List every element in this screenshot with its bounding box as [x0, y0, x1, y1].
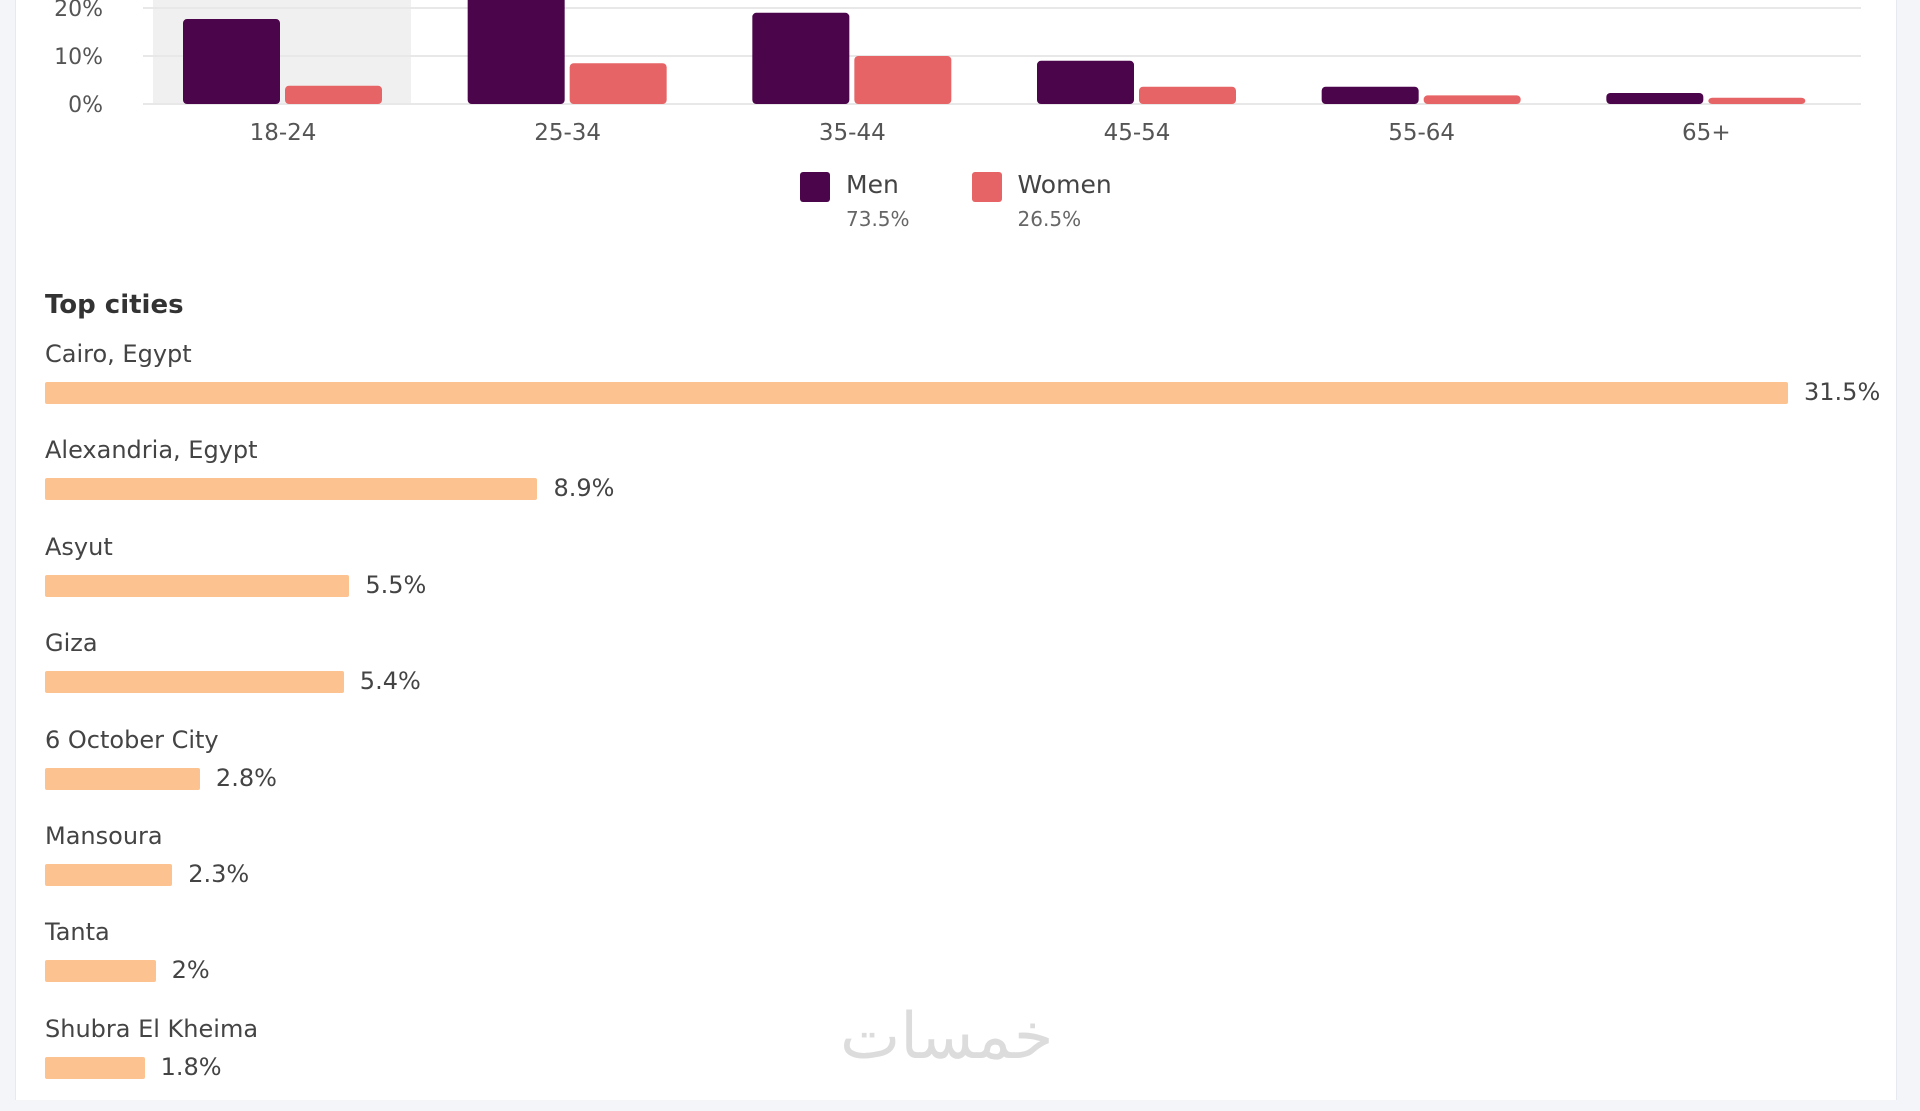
- city-percent: 5.4%: [359, 667, 421, 696]
- city-name: Giza: [45, 629, 98, 658]
- city-percent: 8.9%: [553, 474, 615, 503]
- x-tick-label: 25-34: [534, 120, 601, 146]
- bar-women-25-34: [569, 63, 667, 104]
- city-name: 6 October City: [45, 725, 219, 754]
- city-row: Giza 5.4%: [45, 629, 1905, 725]
- city-row: 6 October City 2.8%: [45, 726, 1905, 822]
- y-tick-label: 0%: [68, 93, 103, 118]
- legend-item-women[interactable]: Women 26.5%: [971, 170, 1112, 231]
- city-bar: [45, 863, 173, 886]
- city-percent: 2.3%: [188, 859, 250, 888]
- city-percent: 5.5%: [365, 570, 427, 599]
- city-percent: 31.5%: [1804, 378, 1881, 406]
- city-bar: [45, 671, 344, 694]
- chart-legend: Men 73.5% Women 26.5%: [800, 170, 1112, 231]
- city-bar: [45, 960, 156, 983]
- city-name: Mansoura: [45, 821, 163, 850]
- legend-label: Women: [1017, 170, 1112, 199]
- bar-men-35-44: [752, 12, 850, 104]
- city-percent: 2.8%: [215, 763, 277, 792]
- city-bar: [45, 382, 1788, 404]
- city-row: Alexandria, Egypt 8.9%: [45, 436, 1905, 532]
- city-name: Tanta: [45, 918, 110, 947]
- bar-men-18-24: [183, 19, 280, 104]
- bar-men-45-54: [1037, 60, 1134, 104]
- audience-panel: [15, 0, 1897, 1100]
- x-tick-label: 45-54: [1104, 120, 1171, 146]
- legend-percent: 73.5%: [846, 207, 910, 231]
- bar-women-35-44: [854, 56, 952, 104]
- y-tick-label: 10%: [54, 45, 103, 70]
- bar-men-25-34: [467, 0, 565, 104]
- men-swatch: [800, 172, 830, 202]
- watermark-logo: خمسات: [840, 1000, 1054, 1074]
- section-title: Top cities: [45, 290, 184, 320]
- city-bar: [45, 478, 538, 501]
- city-bar: [45, 1056, 145, 1079]
- top-cities-section: Top cities Cairo, Egypt 31.5% Alexandria, …: [45, 290, 1905, 1111]
- bar-women-45-54: [1139, 86, 1236, 104]
- bar-women-18-24: [285, 85, 382, 104]
- legend-item-men[interactable]: Men 73.5%: [800, 170, 910, 231]
- age-gender-bar-chart: 0% 10% 20% 18-24 25-34 35-44 45-54 55-64 65+: [54, 0, 1861, 146]
- city-row: Shubra El Kheima 1.8%: [45, 1015, 1905, 1111]
- city-name: Shubra El Kheima: [45, 1014, 259, 1043]
- y-tick-label: 20%: [54, 0, 103, 22]
- city-percent: 1.8%: [160, 1052, 222, 1081]
- city-row: Tanta 2%: [45, 918, 1905, 1014]
- city-bar: [45, 574, 350, 597]
- bar-men-55-64: [1321, 86, 1419, 104]
- x-tick-label: 35-44: [819, 120, 886, 146]
- city-row: Cairo, Egypt 31.5%: [45, 340, 1905, 436]
- city-name: Asyut: [45, 532, 113, 561]
- x-tick-label: 18-24: [250, 120, 317, 146]
- city-name: Alexandria, Egypt: [45, 436, 258, 465]
- x-tick-label: 55-64: [1388, 120, 1455, 146]
- city-row: Asyut 5.5%: [45, 533, 1905, 629]
- legend-percent: 26.5%: [1017, 207, 1082, 231]
- city-bar: [45, 767, 200, 790]
- bar-women-65+: [1708, 97, 1806, 104]
- city-list: Cairo, Egypt 31.5% Alexandria, Egypt 8.9% As…: [45, 340, 1905, 1111]
- legend-label: Men: [846, 170, 899, 199]
- women-swatch: [971, 172, 1002, 202]
- city-percent: 2%: [171, 956, 210, 985]
- city-row: Mansoura 2.3%: [45, 822, 1905, 918]
- bar-men-65+: [1606, 92, 1704, 104]
- x-tick-label: 65+: [1682, 120, 1731, 146]
- bar-women-55-64: [1423, 95, 1521, 104]
- city-name: Cairo, Egypt: [45, 340, 192, 368]
